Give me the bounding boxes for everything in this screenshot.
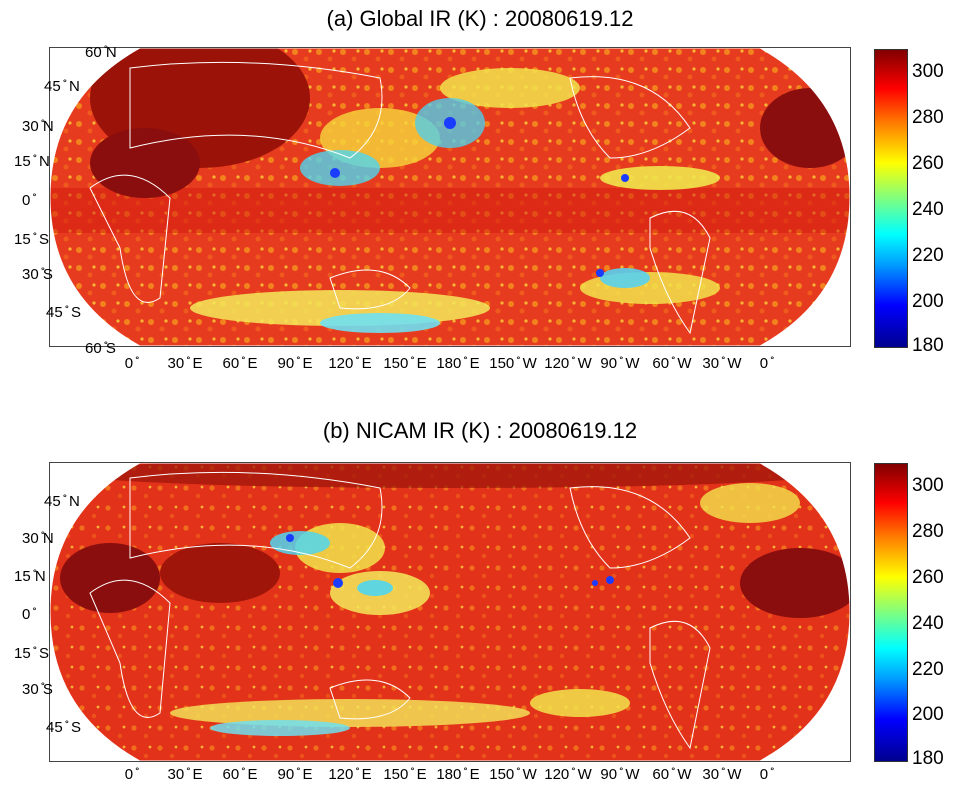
- lat-label: 30 ̊N: [22, 118, 54, 135]
- lat-label: 15 ̊N: [14, 568, 46, 585]
- lon-label: 30 ̊ E: [167, 355, 203, 372]
- map-frame: [49, 47, 851, 347]
- lat-label: 30 ̊N: [22, 530, 54, 547]
- lon-label: 150 ̊ E: [383, 766, 427, 783]
- colorbar-tick: 200: [912, 704, 944, 725]
- lat-label: 15 ̊ S: [14, 231, 50, 248]
- lon-label: 90 ̊ W: [600, 766, 640, 783]
- lon-label: 120 ̊ W: [544, 355, 592, 372]
- lon-label: 180 ̊ E: [436, 766, 480, 783]
- colorbar-tick: 200: [912, 291, 944, 312]
- panel-global-ir: (a) Global IR (K) : 20080619.12: [0, 0, 960, 395]
- lon-label: 0 ̊: [124, 355, 138, 372]
- colorbar-tick: 240: [912, 613, 944, 634]
- colorbar-tick: 260: [912, 153, 944, 174]
- colorbar-tick: 280: [912, 107, 944, 128]
- lon-label: 30 ̊ W: [702, 355, 742, 372]
- colorbar-tick: 300: [912, 61, 944, 82]
- colorbar-tick: 300: [912, 475, 944, 496]
- lat-label: 45 ̊ N: [44, 78, 80, 95]
- lon-label: 120 ̊ W: [544, 766, 592, 783]
- colorbar: [874, 49, 908, 348]
- ir-map: [50, 463, 850, 761]
- colorbar-tick: 220: [912, 659, 944, 680]
- lat-label: 30 ̊S: [22, 681, 53, 698]
- lat-label: 60 ̊S: [85, 340, 116, 357]
- lon-label: 90 ̊ E: [277, 766, 313, 783]
- panel-title: (a) Global IR (K) : 20080619.12: [326, 6, 634, 31]
- map-frame: [49, 462, 851, 762]
- lat-label: 0 ̊: [22, 192, 35, 209]
- lon-label: 60 ̊ W: [652, 766, 692, 783]
- colorbar-tick: 240: [912, 199, 944, 220]
- lon-label: 60 ̊ W: [652, 355, 692, 372]
- lat-label: 45 ̊ S: [46, 719, 82, 736]
- lat-label: 30 ̊S: [22, 266, 53, 283]
- lon-label: 150 ̊ E: [383, 355, 427, 372]
- colorbar-tick: 280: [912, 521, 944, 542]
- ir-map: [50, 48, 850, 346]
- lat-label: 15 ̊ N: [14, 153, 50, 170]
- lon-label: 0 ̊: [759, 355, 773, 372]
- lon-label: 180 ̊ E: [436, 355, 480, 372]
- colorbar-tick: 220: [912, 245, 944, 266]
- lon-label: 0 ̊: [124, 766, 138, 783]
- lon-label: 30 ̊ E: [167, 766, 203, 783]
- colorbar-tick: 180: [912, 335, 944, 356]
- lon-label: 90 ̊ W: [600, 355, 640, 372]
- lat-label: 15 ̊ S: [14, 645, 50, 662]
- lon-label: 60 ̊ E: [222, 766, 258, 783]
- colorbar-tick: 260: [912, 567, 944, 588]
- lat-label: 45 ̊ S: [46, 304, 82, 321]
- lon-label: 60 ̊ E: [222, 355, 258, 372]
- lon-label: 90 ̊ E: [277, 355, 313, 372]
- panel-nicam-ir: (b) NICAM IR (K) : 20080619.12: [0, 410, 960, 805]
- lon-label: 150 ̊ W: [489, 355, 537, 372]
- lat-label: 0 ̊: [22, 606, 35, 623]
- lon-label: 0 ̊: [759, 766, 773, 783]
- lat-label: 45 ̊ N: [44, 493, 80, 510]
- lon-label: 120 ̊ E: [328, 766, 372, 783]
- colorbar-tick: 180: [912, 748, 944, 769]
- lon-label: 30 ̊ W: [702, 766, 742, 783]
- lon-label: 120 ̊ E: [328, 355, 372, 372]
- panel-title: (b) NICAM IR (K) : 20080619.12: [322, 418, 638, 443]
- lon-label: 150 ̊ W: [489, 766, 537, 783]
- lat-label: 60 ̊N: [85, 44, 117, 61]
- colorbar: [874, 463, 908, 762]
